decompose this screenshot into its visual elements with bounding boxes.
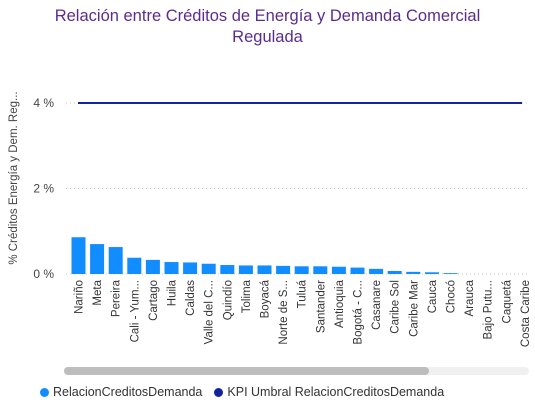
bar [90,244,105,274]
bar [238,265,253,274]
x-tick-label: Cartago [148,280,160,321]
x-tick-label: Bajo Putu... [483,280,495,339]
x-tick-label: Santander [315,280,327,333]
bar [443,273,458,274]
bar [424,272,439,274]
bar [276,265,291,274]
x-tick-label: Norte de S... [278,280,290,345]
legend: RelacionCreditosDemanda KPI Umbral Relac… [40,383,456,401]
bar [71,237,86,274]
x-tick-label: Pereira [111,279,123,317]
x-tick-label: Bogotá - C... [353,280,365,345]
x-tick-label: Nariño [74,280,86,314]
x-tick-label: Cauca [427,279,439,313]
bar [294,266,309,274]
x-tick-label: Arauca [464,279,476,316]
bar [183,262,198,274]
bar [201,263,216,274]
chart-title-line-2: Regulada [232,28,303,46]
bar [350,267,365,274]
chart-title: Relación entre Créditos de Energía y Dem… [0,6,535,48]
x-tick-label: Caribe Sol [390,280,402,334]
bar [108,247,123,274]
x-tick-label: Cali - Yum... [129,280,141,342]
x-tick-label: Tuluá [297,279,309,308]
y-tick-label: 2 % [33,182,54,196]
bar [220,265,235,274]
x-tick-label: Costa Caribe [520,280,532,347]
x-tick-label: Tolima [241,279,253,313]
x-tick-label: Casanare [371,280,383,330]
bar [145,259,160,274]
x-tick-label: Antioquia [334,279,346,328]
y-tick-label: 4 % [33,96,54,110]
x-tick-label: Caldas [185,280,197,316]
y-tick-label: 0 % [33,267,54,281]
bar [331,266,346,274]
legend-dot-icon [214,387,224,397]
legend-item-kpi[interactable]: KPI Umbral RelacionCreditosDemanda [214,385,444,399]
x-tick-label: Caquetá [501,279,513,323]
x-tick-label: Huila [167,279,179,306]
x-tick-label: Valle del C... [204,280,216,344]
bar [387,271,402,274]
chart-title-line-1: Relación entre Créditos de Energía y Dem… [54,7,481,25]
bar [369,268,384,274]
bar [313,266,328,274]
horizontal-scrollbar[interactable] [64,367,429,375]
legend-label-relacion: RelacionCreditosDemanda [53,385,203,399]
x-tick-label: Caribe Mar [408,280,420,337]
x-tick-label: Meta [92,279,104,305]
x-tick-label: Chocó [446,280,458,313]
bar [127,257,142,274]
x-tick-label: Boyacá [260,279,272,318]
legend-dot-icon [40,387,49,397]
bar [257,265,272,274]
x-tick-label: Quindío [222,280,234,320]
bar [164,262,179,274]
bar [406,271,421,274]
legend-item-relacion[interactable]: RelacionCreditosDemanda [40,385,202,399]
legend-label-kpi: KPI Umbral RelacionCreditosDemanda [227,385,445,399]
